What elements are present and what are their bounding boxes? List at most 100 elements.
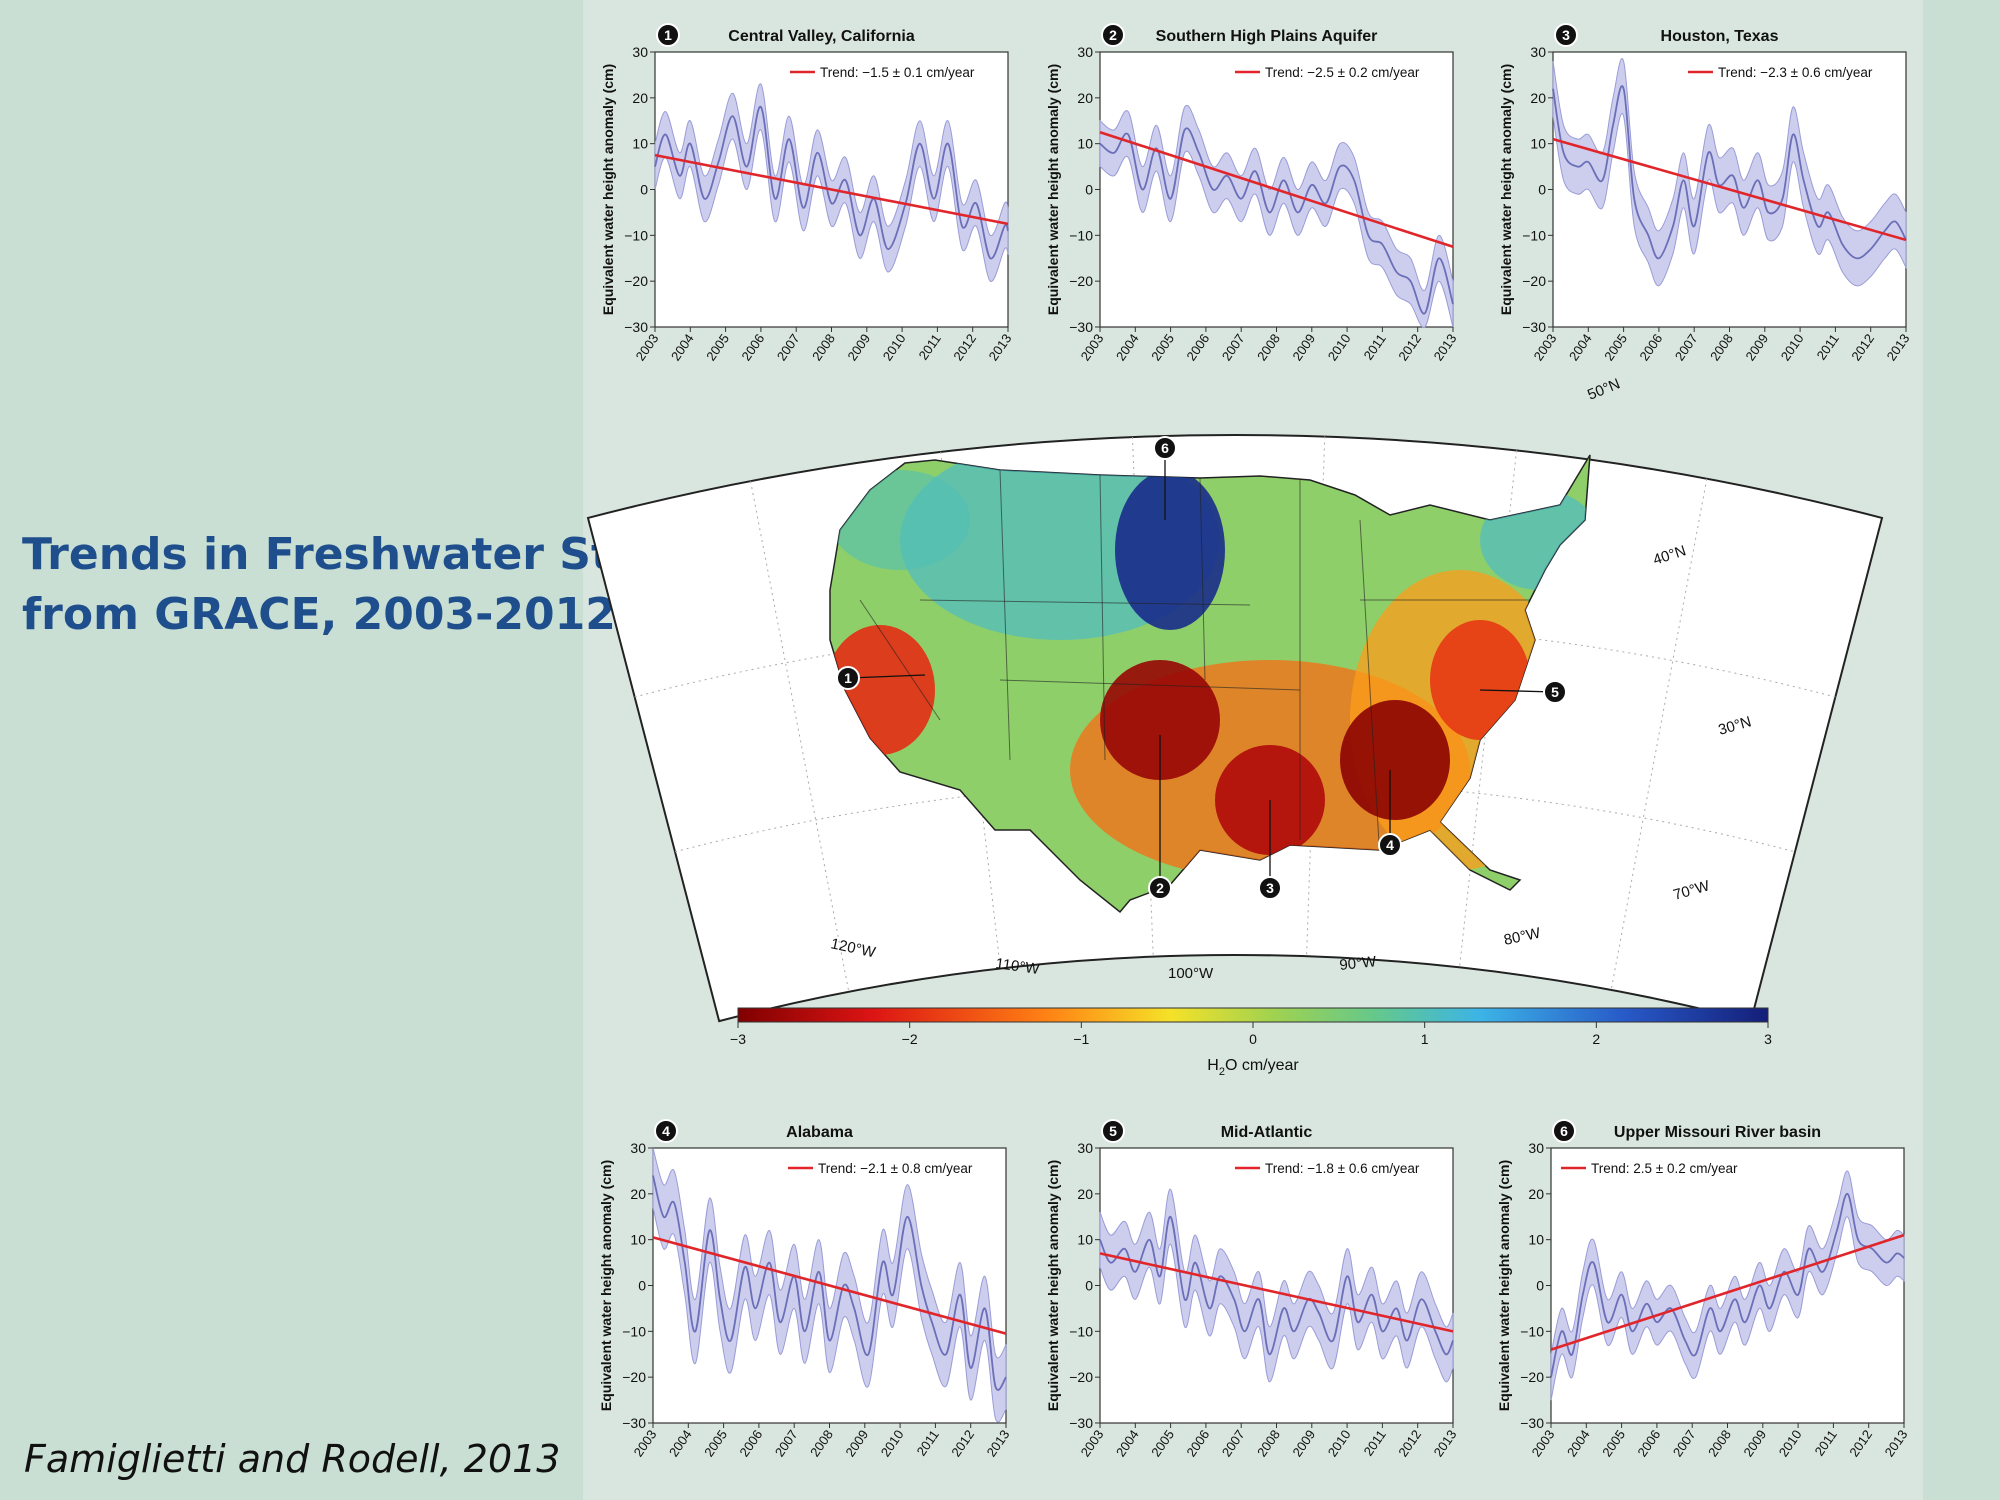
- y-tick-label: −10: [1069, 1323, 1093, 1339]
- colorbar-tick-label: −3: [730, 1031, 746, 1047]
- y-tick-label: 0: [638, 1278, 646, 1294]
- chart-marker-label: 5: [1109, 1123, 1117, 1139]
- x-tick-label: 2004: [1113, 1427, 1142, 1459]
- latitude-gridline: [674, 779, 1796, 853]
- x-tick-label: 2004: [666, 1427, 695, 1459]
- y-axis-label: Equivalent water height anomaly (cm): [1045, 64, 1061, 315]
- chart-title: Central Valley, California: [728, 28, 915, 45]
- x-tick-label: 2005: [1601, 331, 1630, 363]
- x-tick-label: 2003: [1529, 1427, 1558, 1459]
- x-tick-label: 2008: [1254, 331, 1283, 363]
- trend-line: [1550, 1233, 1905, 1351]
- trend-line: [1552, 137, 1907, 242]
- x-tick-label: 2010: [878, 1427, 907, 1459]
- y-tick-label: 0: [1538, 182, 1546, 198]
- x-tick-label: 2008: [809, 331, 838, 363]
- state-boundary: [999, 469, 1011, 761]
- x-tick-label: 2012: [1395, 1427, 1424, 1459]
- chart-plot-area: [1099, 1147, 1454, 1424]
- y-tick-label: −20: [1069, 273, 1093, 289]
- legend-text: Trend: −1.5 ± 0.1 cm/year: [820, 65, 975, 80]
- colorbar-tick-label: 1: [1421, 1031, 1429, 1047]
- y-tick-label: 30: [1077, 44, 1093, 60]
- x-tick-label: 2008: [1254, 1427, 1283, 1459]
- y-tick-label: 30: [1530, 44, 1546, 60]
- colorbar-label: H2O cm/year: [1207, 1057, 1299, 1078]
- x-tick-label: 2009: [1740, 1427, 1769, 1459]
- x-tick-label: 2006: [736, 1427, 765, 1459]
- x-tick-label: 2013: [984, 1427, 1013, 1459]
- x-tick-label: 2011: [1361, 331, 1389, 363]
- x-tick-label: 2005: [1148, 1427, 1177, 1459]
- x-tick-label: 2004: [668, 331, 697, 363]
- x-tick-label: 2012: [1848, 331, 1877, 363]
- x-tick-label: 2006: [1183, 331, 1212, 363]
- x-tick-label: 2009: [844, 331, 873, 363]
- state-boundary: [1099, 474, 1106, 761]
- x-tick-label: 2012: [1395, 331, 1424, 363]
- x-tick-label: 2005: [701, 1427, 730, 1459]
- x-tick-label: 2004: [1566, 331, 1595, 363]
- y-tick-label: 0: [1536, 1278, 1544, 1294]
- colorbar-tick-label: 2: [1592, 1031, 1600, 1047]
- x-tick-label: 2009: [1289, 1427, 1318, 1459]
- y-tick-label: −10: [1522, 227, 1546, 243]
- uncertainty-band: [654, 83, 1009, 282]
- uncertainty-band: [1552, 58, 1907, 287]
- heat-region-4: [1340, 700, 1450, 820]
- y-tick-label: 0: [1085, 182, 1093, 198]
- heat-layer: [830, 455, 1590, 880]
- x-tick-label: 2009: [1742, 331, 1771, 363]
- y-tick-label: −30: [1520, 1415, 1544, 1431]
- heat-region-2: [1100, 660, 1220, 780]
- x-tick-label: 2007: [774, 331, 803, 363]
- x-tick-label: 2013: [1431, 331, 1460, 363]
- y-tick-label: 20: [1530, 90, 1546, 106]
- x-tick-label: 2003: [1078, 331, 1107, 363]
- chart-marker-label: 4: [662, 1123, 670, 1139]
- y-tick-label: 30: [630, 1140, 646, 1156]
- chart-marker-circle: [1554, 23, 1578, 47]
- chart-marker-circle: [654, 1119, 678, 1143]
- x-tick-label: 2011: [916, 331, 944, 363]
- chart-title: Alabama: [786, 1124, 853, 1141]
- region-marker-6-circle: [1153, 436, 1177, 460]
- longitude-label: 100°W: [1168, 965, 1214, 982]
- region-leader-1: [847, 674, 926, 679]
- trend-line: [652, 1236, 1007, 1335]
- y-tick-label: −20: [1069, 1369, 1093, 1385]
- legend-text: Trend: −2.1 ± 0.8 cm/year: [818, 1161, 973, 1176]
- y-tick-label: −20: [1520, 1369, 1544, 1385]
- legend-text: Trend: 2.5 ± 0.2 cm/year: [1591, 1161, 1738, 1176]
- x-tick-label: 2011: [1814, 331, 1842, 363]
- region-marker-2-label: 2: [1156, 880, 1164, 896]
- x-tick-label: 2003: [1078, 1427, 1107, 1459]
- chart-marker-circle: [1101, 1119, 1125, 1143]
- x-tick-label: 2010: [1776, 1427, 1805, 1459]
- uncertainty-band: [1099, 1188, 1454, 1383]
- series-line: [1552, 85, 1907, 260]
- x-tick-label: 2006: [1636, 331, 1665, 363]
- y-tick-label: 0: [640, 182, 648, 198]
- series-line: [1550, 1192, 1905, 1378]
- region-marker-4-label: 4: [1386, 837, 1394, 853]
- region-marker-3-label: 3: [1266, 880, 1274, 896]
- longitude-gridline: [1610, 478, 1708, 990]
- colorbar-label-rest: O cm/year: [1225, 1057, 1299, 1074]
- y-axis-label: Equivalent water height anomaly (cm): [600, 64, 616, 315]
- y-tick-label: −10: [622, 1323, 646, 1339]
- x-tick-label: 2008: [1705, 1427, 1734, 1459]
- y-axis-label: Equivalent water height anomaly (cm): [598, 1160, 614, 1411]
- colorbar-tick-label: 0: [1249, 1031, 1257, 1047]
- chart-marker-label: 3: [1562, 27, 1570, 43]
- x-tick-label: 2013: [986, 331, 1015, 363]
- y-tick-label: −20: [624, 273, 648, 289]
- x-tick-label: 2007: [1219, 331, 1248, 363]
- state-boundary: [1359, 519, 1381, 861]
- state-boundary: [919, 599, 1251, 606]
- longitude-label: 90°W: [1339, 953, 1378, 974]
